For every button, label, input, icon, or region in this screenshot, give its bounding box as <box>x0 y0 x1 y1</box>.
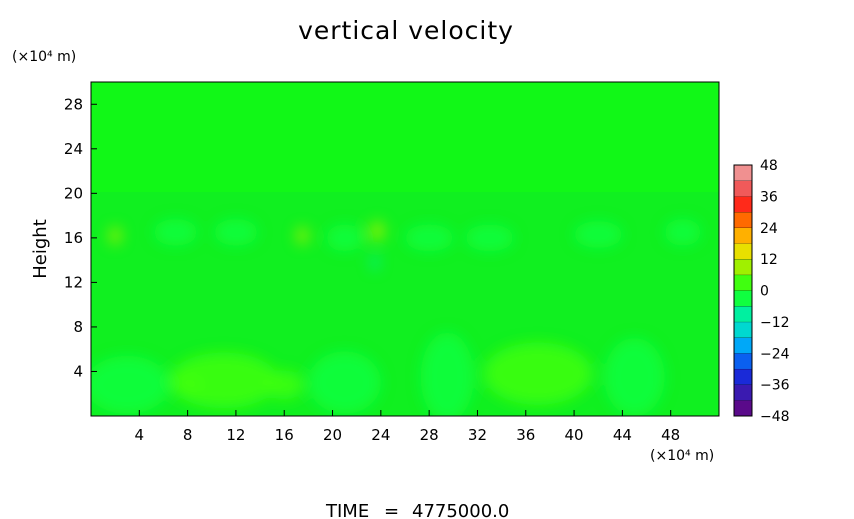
field-feature <box>604 338 665 416</box>
x-unit-label: (×10⁴ m) <box>650 448 714 464</box>
upper-band <box>91 82 719 192</box>
time-value: 4775000.0 <box>412 501 509 519</box>
colorbar-swatch <box>734 212 752 228</box>
field-feature <box>214 218 258 246</box>
x-tick-label: 40 <box>565 426 584 444</box>
time-caption: TIME = 4775000.0 <box>325 501 509 519</box>
velocity-field <box>91 82 719 416</box>
field-feature <box>664 218 701 246</box>
colorbar-swatch <box>734 290 752 307</box>
x-tick-label: 8 <box>183 426 193 444</box>
x-tick-label: 16 <box>275 426 294 444</box>
colorbar-label: 0 <box>760 284 769 300</box>
colorbar-label: 48 <box>760 158 778 174</box>
colorbar-swatch <box>734 400 752 416</box>
colorbar-label: −48 <box>760 409 790 425</box>
field-feature <box>308 351 381 414</box>
colorbar-swatch <box>734 180 752 197</box>
colorbar-frame <box>733 164 753 417</box>
field-feature <box>264 370 304 400</box>
colorbar-label: −24 <box>760 346 790 362</box>
plot-frame <box>90 81 720 417</box>
colorbar-swatch <box>734 243 752 260</box>
x-tick-label: 36 <box>516 426 535 444</box>
chart-title: vertical velocity <box>298 16 514 45</box>
colorbar-swatch <box>734 306 752 322</box>
field-feature <box>483 342 593 405</box>
colorbar-swatch <box>734 165 752 181</box>
x-tick-label: 20 <box>323 426 342 444</box>
field-feature <box>574 221 623 248</box>
time-equals: = <box>384 501 399 519</box>
field-feature <box>91 355 170 414</box>
colorbar-swatch <box>734 353 752 369</box>
colorbar-label: 12 <box>760 252 778 268</box>
x-tick-label: 4 <box>135 426 145 444</box>
time-label: TIME <box>325 501 369 519</box>
field-feature <box>153 218 198 246</box>
y-axis-label: Height <box>30 219 51 279</box>
colorbar-swatch <box>734 227 752 244</box>
colorbar-swatch <box>734 368 752 385</box>
x-tick-label: 24 <box>371 426 390 444</box>
x-tick-label: 44 <box>613 426 632 444</box>
colorbar-swatch <box>734 274 752 291</box>
field-feature <box>405 224 454 252</box>
y-tick-label: 20 <box>64 184 83 202</box>
colorbar-label: −36 <box>760 378 790 394</box>
field-feature <box>371 254 379 271</box>
x-tick-label: 12 <box>226 426 245 444</box>
colorbar-label: 36 <box>760 189 778 205</box>
colorbar-swatch <box>734 384 752 401</box>
colorbar-swatch <box>734 321 752 338</box>
x-tick-label: 48 <box>661 426 680 444</box>
x-tick-label: 28 <box>420 426 439 444</box>
y-tick-label: 28 <box>64 95 83 113</box>
y-tick-label: 4 <box>73 362 83 380</box>
colorbar-swatch <box>734 337 752 354</box>
field-feature <box>173 373 203 396</box>
y-tick-label: 8 <box>73 318 83 336</box>
y-tick-label: 12 <box>64 273 83 291</box>
field-feature <box>169 352 279 409</box>
x-tick-label: 32 <box>468 426 487 444</box>
colorbar-label: −12 <box>760 315 790 331</box>
plot-area <box>90 81 720 417</box>
y-axis-ticks: 4 8 12 16 20 24 28 <box>64 95 97 380</box>
field-feature <box>465 224 514 252</box>
y-tick-label: 24 <box>64 140 83 158</box>
field-feature <box>296 226 309 245</box>
colorbar: 48 36 24 12 0 −12 −24 −36 −48 <box>733 158 790 425</box>
field-feature <box>420 332 474 416</box>
colorbar-swatch <box>734 259 752 275</box>
x-axis-ticks: 4 8 12 16 20 24 28 32 36 40 44 48 <box>135 410 680 444</box>
field-feature <box>369 221 385 242</box>
colorbar-label: 24 <box>760 221 778 237</box>
field-feature <box>326 224 363 252</box>
field-feature <box>109 226 122 245</box>
colorbar-swatch <box>734 196 752 213</box>
y-tick-label: 16 <box>64 229 83 247</box>
y-unit-label: (×10⁴ m) <box>12 49 76 65</box>
